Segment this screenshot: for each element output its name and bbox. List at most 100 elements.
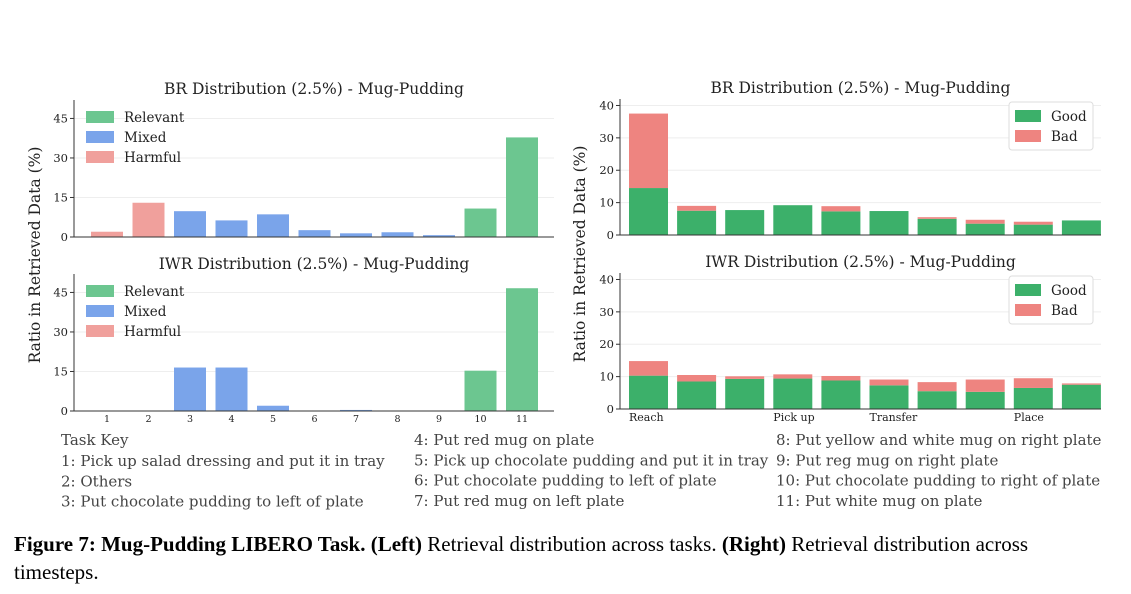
task-key-item: 6: Put chocolate pudding to left of plat…	[414, 472, 717, 490]
bar-good	[1013, 224, 1053, 235]
y-tick-label: 10	[599, 196, 614, 210]
legend-label: Good	[1051, 283, 1087, 299]
bar-bad	[965, 379, 1005, 392]
chart-title: BR Distribution (2.5%) - Mug-Pudding	[164, 80, 464, 98]
bar	[464, 208, 497, 237]
legend-label: Bad	[1051, 303, 1078, 319]
bar-good	[869, 211, 909, 235]
task-key-item: 1: Pick up salad dressing and put it in …	[61, 452, 385, 470]
bar-bad	[773, 374, 813, 379]
bar-good	[965, 223, 1005, 235]
legend-swatch-harmful	[86, 151, 114, 163]
task-key-item: 4: Put red mug on plate	[414, 431, 594, 449]
x-tick-label: 10	[474, 414, 486, 425]
bar	[298, 230, 331, 237]
bar	[340, 233, 372, 237]
task-key-item: 7: Put red mug on left plate	[414, 492, 624, 510]
caption-left-text: Retrieval distribution across tasks.	[427, 532, 717, 556]
legend-label: Harmful	[124, 324, 181, 340]
bar-good	[629, 188, 668, 235]
figure: BR Distribution (2.5%) - Mug-Pudding0153…	[26, 79, 1102, 511]
bar	[464, 370, 497, 411]
bar-good	[965, 391, 1005, 409]
bar-bad	[1013, 378, 1053, 388]
bar-bad	[965, 219, 1005, 224]
legend-label: Mixed	[124, 130, 167, 146]
y-tick-label: 0	[607, 402, 614, 416]
y-tick-label: 15	[53, 364, 68, 378]
x-tick-label: 8	[394, 414, 400, 425]
legend-swatch-mixed	[86, 131, 114, 143]
bar-bad	[629, 113, 668, 189]
legend-swatch-mixed	[86, 305, 114, 317]
task-key-item: 11: Put white mug on plate	[776, 492, 983, 510]
x-tick-label: 4	[228, 414, 234, 425]
bar-bad	[821, 206, 861, 212]
task-key-item: 5: Pick up chocolate pudding and put it …	[414, 451, 769, 469]
bar	[257, 214, 289, 237]
y-tick-label: 20	[599, 163, 614, 177]
bar-good	[821, 211, 861, 235]
bar	[340, 409, 372, 411]
bar	[215, 220, 248, 237]
bar-good	[773, 205, 813, 235]
bar-bad	[677, 375, 717, 382]
bar-bad	[629, 361, 668, 376]
chart-title: IWR Distribution (2.5%) - Mug-Pudding	[159, 255, 470, 273]
bar-bad	[1013, 221, 1053, 225]
y-tick-label: 30	[599, 131, 614, 145]
legend-label: Relevant	[124, 284, 185, 300]
y-tick-label: 30	[53, 151, 68, 165]
legend-swatch-good	[1015, 284, 1041, 296]
x-tick-label: 6	[311, 414, 317, 425]
bar	[423, 235, 455, 237]
bar-good	[917, 218, 957, 235]
bar-good	[629, 375, 668, 409]
legend-label: Relevant	[124, 110, 185, 126]
bar-good	[725, 378, 765, 409]
x-tick-label: 9	[436, 414, 442, 425]
y-tick-label: 15	[53, 190, 68, 204]
legend-swatch-harmful	[86, 325, 114, 337]
bar	[506, 288, 538, 411]
bar-good	[677, 210, 717, 235]
bar-good	[1061, 384, 1101, 409]
legend-label: Harmful	[124, 150, 181, 166]
y-axis-label-right: Ratio in Retrieved Data (%)	[571, 146, 589, 363]
figure-caption: Figure 7: Mug-Pudding LIBERO Task. (Left…	[14, 530, 1117, 586]
bar-good	[821, 380, 861, 409]
bar-bad	[677, 205, 717, 211]
bar-bad	[725, 376, 765, 379]
caption-right-tag: (Right)	[721, 532, 787, 556]
y-tick-label: 40	[599, 98, 614, 112]
bar-bad	[917, 217, 957, 219]
task-key-item: 3: Put chocolate pudding to left of plat…	[61, 493, 364, 511]
task-key-item: 9: Put reg mug on right plate	[776, 451, 998, 469]
bar-good	[773, 378, 813, 409]
y-tick-label: 0	[61, 230, 68, 244]
bar-good	[1061, 220, 1101, 235]
bar	[174, 367, 206, 411]
y-tick-label: 0	[607, 228, 614, 242]
bar	[174, 211, 206, 237]
bar-bad	[917, 382, 957, 392]
bar-good	[725, 210, 765, 235]
x-tick-label: Pick up	[773, 411, 814, 424]
bar	[257, 405, 289, 411]
bar	[381, 232, 414, 237]
legend-swatch-relevant	[86, 285, 114, 297]
bar-bad	[1061, 383, 1101, 385]
bar-bad	[869, 379, 909, 386]
x-tick-label: 2	[145, 414, 151, 425]
bar	[506, 137, 538, 237]
x-tick-label: 1	[104, 414, 110, 425]
legend-label: Good	[1051, 109, 1087, 125]
task-key-heading: Task Key	[61, 431, 129, 449]
x-tick-label: 5	[270, 414, 276, 425]
chart-title: IWR Distribution (2.5%) - Mug-Pudding	[705, 253, 1016, 271]
legend-swatch-relevant	[86, 111, 114, 123]
bar-bad	[821, 375, 861, 381]
bar	[91, 231, 123, 237]
caption-label: Figure 7:	[14, 532, 96, 556]
chart-title: BR Distribution (2.5%) - Mug-Pudding	[711, 79, 1011, 97]
